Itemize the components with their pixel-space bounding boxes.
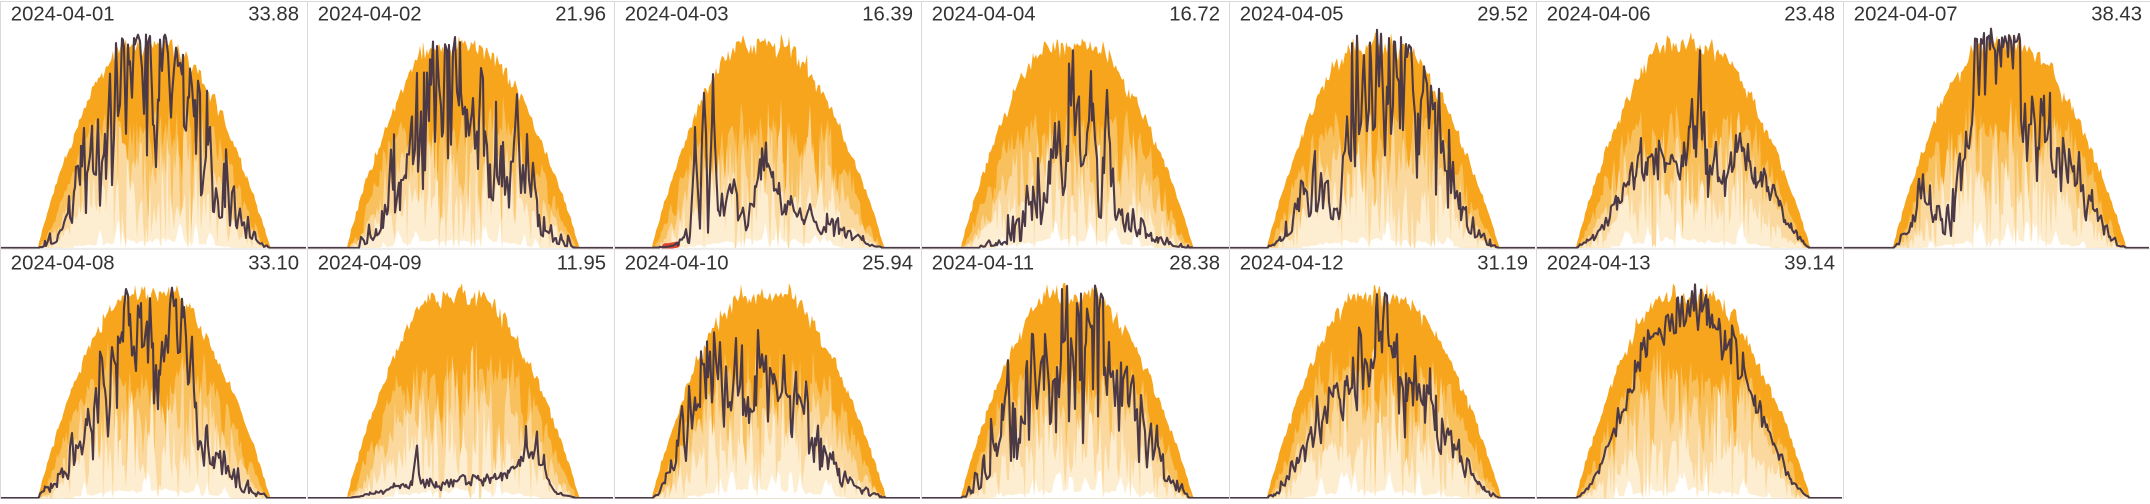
svg-text:16.72: 16.72 [1169, 3, 1220, 25]
svg-text:33.10: 33.10 [248, 253, 299, 275]
svg-text:39.14: 39.14 [1784, 253, 1835, 275]
svg-text:31.19: 31.19 [1477, 253, 1528, 275]
svg-text:2024-04-01: 2024-04-01 [11, 3, 115, 25]
svg-text:11.95: 11.95 [557, 253, 606, 275]
svg-text:2024-04-10: 2024-04-10 [625, 253, 729, 275]
svg-text:29.52: 29.52 [1477, 3, 1528, 25]
svg-text:2024-04-09: 2024-04-09 [318, 253, 422, 275]
svg-text:28.38: 28.38 [1169, 253, 1220, 275]
svg-text:33.88: 33.88 [248, 3, 299, 25]
svg-text:16.39: 16.39 [862, 3, 913, 25]
svg-text:2024-04-06: 2024-04-06 [1547, 3, 1651, 25]
svg-text:2024-04-12: 2024-04-12 [1240, 253, 1344, 275]
svg-text:2024-04-03: 2024-04-03 [625, 3, 729, 25]
svg-text:2024-04-05: 2024-04-05 [1240, 3, 1344, 25]
svg-text:2024-04-02: 2024-04-02 [318, 3, 422, 25]
svg-text:38.43: 38.43 [2091, 3, 2142, 25]
svg-text:2024-04-04: 2024-04-04 [932, 3, 1036, 25]
svg-text:2024-04-07: 2024-04-07 [1854, 3, 1958, 25]
svg-text:2024-04-11: 2024-04-11 [932, 253, 1034, 275]
svg-text:2024-04-08: 2024-04-08 [11, 253, 115, 275]
svg-text:23.48: 23.48 [1784, 3, 1835, 25]
svg-text:2024-04-13: 2024-04-13 [1547, 253, 1651, 275]
svg-text:25.94: 25.94 [862, 253, 913, 275]
svg-text:21.96: 21.96 [555, 3, 606, 25]
